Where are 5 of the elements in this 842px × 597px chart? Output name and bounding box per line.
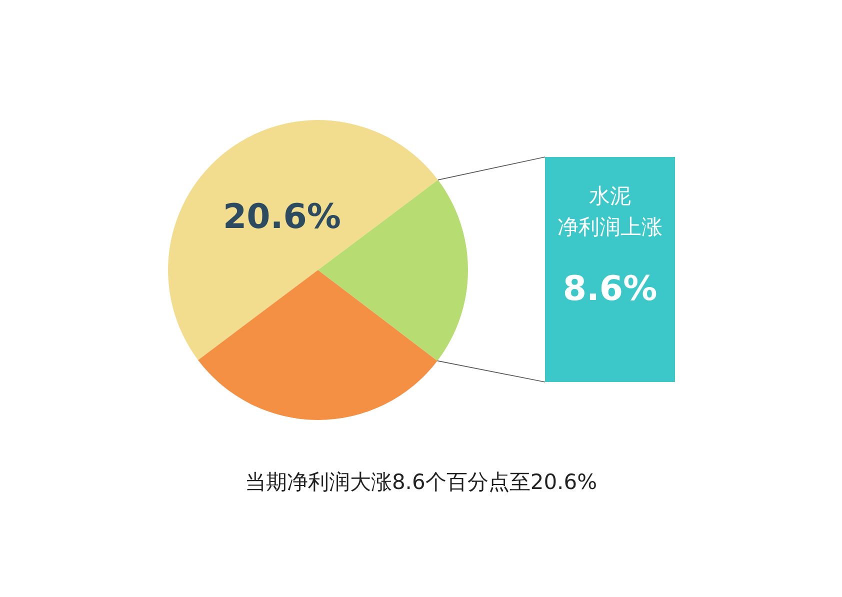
text: 净利润上涨 (558, 215, 662, 239)
text: 8.6% (562, 269, 658, 309)
text: 水泥 (589, 184, 631, 208)
text: 20.6% (223, 197, 341, 237)
text: 当期净利润大涨8.6个百分点至20.6% (244, 470, 598, 494)
